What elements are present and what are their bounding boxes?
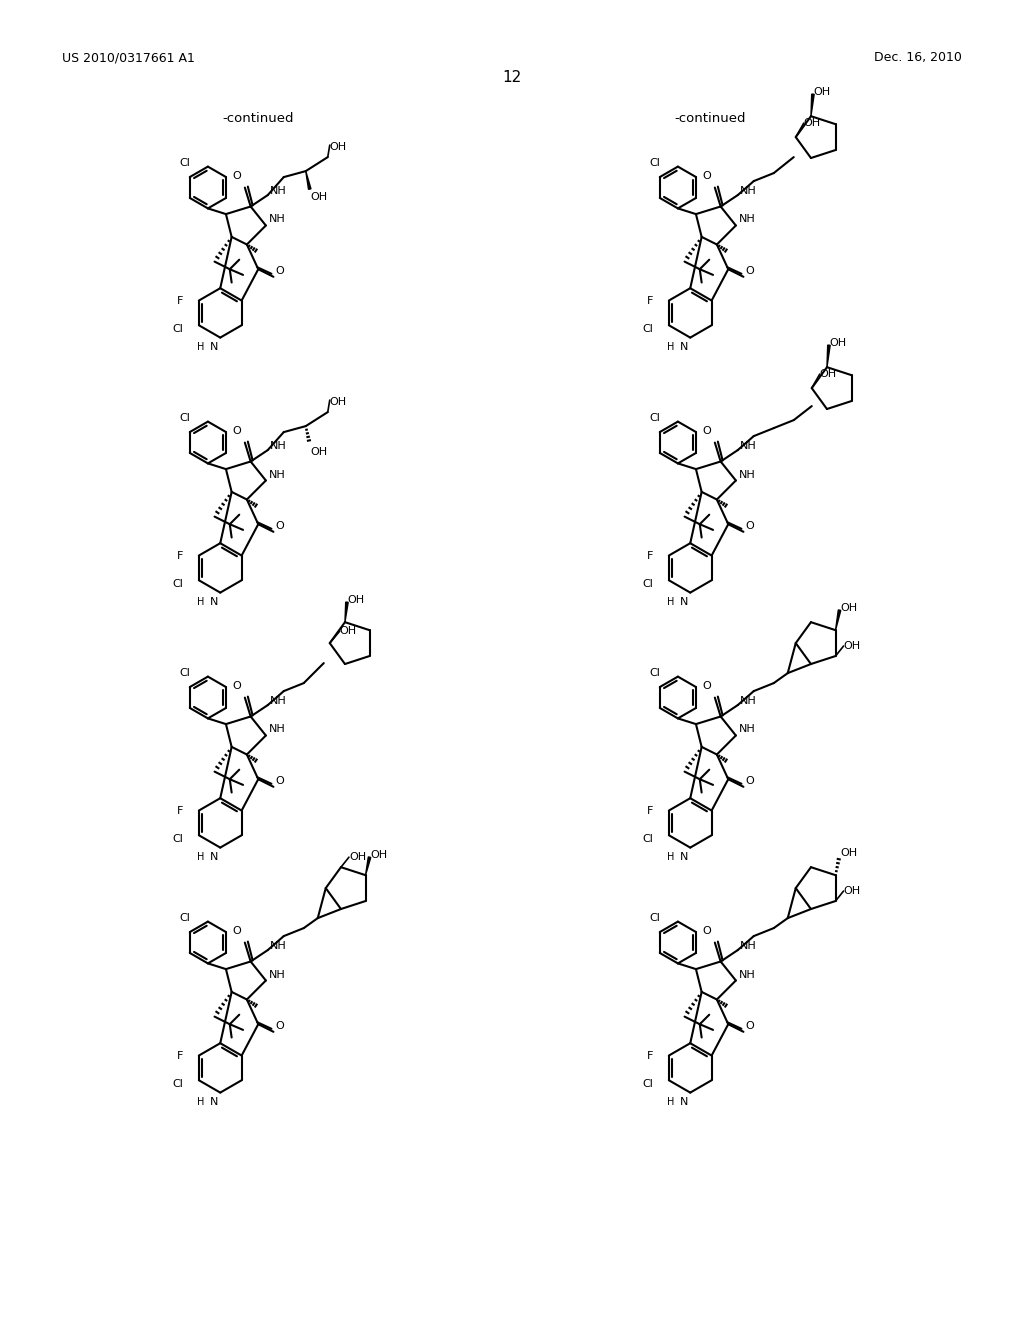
Text: NH: NH: [739, 186, 757, 197]
Text: N: N: [680, 598, 688, 607]
Text: US 2010/0317661 A1: US 2010/0317661 A1: [62, 51, 195, 65]
Text: NH: NH: [739, 441, 757, 451]
Text: OH: OH: [804, 117, 821, 128]
Text: Cl: Cl: [179, 413, 189, 422]
Text: NH: NH: [269, 941, 287, 952]
Text: N: N: [680, 1097, 688, 1107]
Text: N: N: [210, 1097, 218, 1107]
Text: H: H: [668, 853, 675, 862]
Text: Cl: Cl: [642, 834, 653, 845]
Text: F: F: [176, 296, 183, 305]
Text: OH: OH: [813, 87, 830, 98]
Text: O: O: [275, 776, 285, 785]
Text: Cl: Cl: [649, 912, 659, 923]
Text: -continued: -continued: [674, 111, 745, 124]
Text: O: O: [275, 1020, 285, 1031]
Polygon shape: [836, 610, 841, 630]
Text: Cl: Cl: [179, 668, 189, 677]
Text: H: H: [668, 598, 675, 607]
Text: OH: OH: [844, 886, 861, 896]
Text: H: H: [198, 598, 205, 607]
Text: O: O: [745, 265, 755, 276]
Polygon shape: [827, 345, 830, 367]
Text: Cl: Cl: [642, 579, 653, 589]
Text: O: O: [702, 681, 712, 690]
Text: OH: OH: [310, 447, 328, 457]
Text: Cl: Cl: [649, 413, 659, 422]
Text: O: O: [232, 170, 242, 181]
Text: NH: NH: [269, 441, 287, 451]
Text: OH: OH: [330, 397, 347, 407]
Text: OH: OH: [310, 193, 328, 202]
Text: H: H: [198, 342, 205, 352]
Text: Cl: Cl: [179, 157, 189, 168]
Text: O: O: [232, 681, 242, 690]
Text: Cl: Cl: [649, 157, 659, 168]
Text: NH: NH: [269, 969, 286, 979]
Text: Cl: Cl: [172, 325, 183, 334]
Text: Cl: Cl: [172, 579, 183, 589]
Text: OH: OH: [330, 143, 347, 152]
Text: H: H: [198, 1097, 205, 1107]
Text: Cl: Cl: [642, 325, 653, 334]
Text: NH: NH: [739, 941, 757, 952]
Text: N: N: [680, 853, 688, 862]
Text: Cl: Cl: [649, 668, 659, 677]
Polygon shape: [811, 94, 814, 116]
Text: NH: NH: [269, 214, 286, 224]
Text: F: F: [176, 1051, 183, 1060]
Text: OH: OH: [371, 850, 388, 861]
Text: H: H: [668, 1097, 675, 1107]
Text: Cl: Cl: [172, 1080, 183, 1089]
Text: O: O: [702, 170, 712, 181]
Polygon shape: [366, 857, 371, 875]
Text: OH: OH: [340, 626, 357, 636]
Text: F: F: [176, 805, 183, 816]
Text: NH: NH: [269, 696, 287, 706]
Text: O: O: [702, 925, 712, 936]
Text: Cl: Cl: [172, 834, 183, 845]
Text: F: F: [646, 296, 653, 305]
Text: O: O: [232, 425, 242, 436]
Text: H: H: [668, 342, 675, 352]
Text: OH: OH: [349, 853, 366, 862]
Text: N: N: [210, 853, 218, 862]
Text: O: O: [745, 521, 755, 531]
Text: F: F: [646, 550, 653, 561]
Text: F: F: [646, 1051, 653, 1060]
Text: N: N: [680, 342, 688, 352]
Text: NH: NH: [739, 969, 756, 979]
Text: O: O: [745, 776, 755, 785]
Text: NH: NH: [269, 725, 286, 734]
Text: O: O: [232, 925, 242, 936]
Text: OH: OH: [820, 370, 837, 379]
Text: NH: NH: [739, 214, 756, 224]
Text: O: O: [745, 1020, 755, 1031]
Text: NH: NH: [269, 186, 287, 197]
Text: N: N: [210, 342, 218, 352]
Text: NH: NH: [269, 470, 286, 479]
Text: NH: NH: [739, 470, 756, 479]
Text: F: F: [176, 550, 183, 561]
Text: Cl: Cl: [642, 1080, 653, 1089]
Polygon shape: [345, 602, 348, 622]
Text: OH: OH: [841, 603, 858, 614]
Text: Dec. 16, 2010: Dec. 16, 2010: [874, 51, 962, 65]
Text: OH: OH: [347, 595, 365, 605]
Text: N: N: [210, 598, 218, 607]
Text: -continued: -continued: [222, 111, 294, 124]
Text: OH: OH: [829, 338, 846, 348]
Text: NH: NH: [739, 725, 756, 734]
Text: H: H: [198, 853, 205, 862]
Text: 12: 12: [503, 70, 521, 86]
Text: O: O: [275, 521, 285, 531]
Polygon shape: [306, 172, 311, 189]
Text: O: O: [275, 265, 285, 276]
Text: Cl: Cl: [179, 912, 189, 923]
Text: O: O: [702, 425, 712, 436]
Text: NH: NH: [739, 696, 757, 706]
Text: OH: OH: [841, 849, 858, 858]
Text: OH: OH: [844, 642, 861, 651]
Text: F: F: [646, 805, 653, 816]
